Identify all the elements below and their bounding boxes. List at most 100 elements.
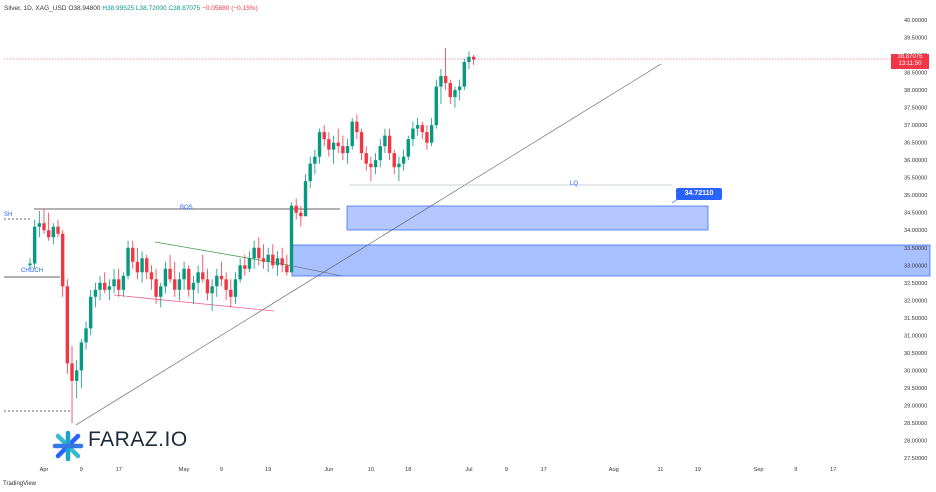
candle — [285, 254, 289, 276]
faraz-logo-icon — [52, 430, 84, 462]
candle — [434, 79, 438, 129]
candle-body — [453, 90, 457, 98]
x-tick-label: 9 — [80, 467, 83, 473]
candle-body — [252, 247, 256, 259]
candle — [308, 156, 312, 189]
x-tick-label: Aug — [609, 467, 619, 473]
candle — [257, 237, 261, 266]
y-tick-label: 30.00000 — [904, 368, 927, 374]
candle-body — [65, 286, 70, 364]
candle — [350, 118, 354, 150]
candle — [60, 230, 65, 297]
x-tick-label: 11 — [658, 467, 664, 473]
candle-body — [434, 86, 438, 126]
candle-body — [317, 132, 322, 157]
candle — [266, 247, 270, 273]
candle-body — [336, 142, 340, 147]
lower-demand-zone — [291, 244, 931, 277]
candle-body — [103, 282, 107, 290]
candle-body — [233, 279, 238, 297]
candle — [168, 254, 172, 283]
candle-body — [135, 261, 140, 273]
candle-body — [331, 142, 336, 150]
candle-body — [308, 163, 312, 182]
candle-body — [369, 163, 373, 168]
candle — [303, 174, 308, 217]
candle — [429, 118, 434, 147]
candle-body — [154, 279, 158, 297]
candle-body — [448, 83, 452, 98]
x-axis: Apr 9 17 May 9 19 Jun 10 18 Jul 9 17 Aug 11 19 Sep 9 17 — [40, 467, 837, 473]
brand: FARAZ.IO — [54, 428, 188, 452]
candle — [345, 139, 350, 164]
x-tick-label: Jun — [324, 467, 333, 473]
y-tick-label: 33.50000 — [904, 246, 927, 252]
candle — [196, 265, 200, 294]
candle-body — [187, 268, 191, 290]
candle — [411, 121, 415, 147]
candle — [364, 146, 368, 171]
candle-body — [70, 363, 74, 381]
wedge-lower-line — [113, 294, 275, 312]
candle-body — [131, 247, 135, 262]
candle-body — [275, 258, 280, 266]
x-tick-label: 9 — [220, 467, 223, 473]
candle-body — [350, 121, 354, 147]
candle-body — [401, 156, 406, 164]
lq-label: LQ — [570, 181, 579, 187]
candle-body — [229, 289, 233, 297]
candle-body — [210, 286, 214, 294]
candle — [313, 149, 317, 175]
candle — [397, 156, 401, 182]
candle-body — [467, 56, 471, 63]
candle-body — [196, 272, 200, 283]
y-tick-label: 36.50000 — [904, 141, 927, 147]
candle-body — [126, 247, 130, 276]
candle — [215, 268, 219, 297]
zone-price-label: 34.72110 — [676, 188, 722, 200]
y-tick-label: 34.50000 — [904, 211, 927, 217]
symbol-label: Silver, 1D, XAG_USD — [4, 5, 67, 12]
candle-body — [443, 76, 448, 84]
last-price-tag: 38.87075 13:11:50 — [891, 54, 929, 69]
x-tick-label: 9 — [505, 467, 508, 473]
candle-body — [84, 328, 88, 343]
candle — [341, 135, 345, 161]
candle — [420, 121, 424, 140]
candle-body — [140, 258, 144, 273]
candle-body — [159, 286, 163, 297]
candle — [140, 251, 144, 283]
candle-body — [327, 139, 331, 150]
candle — [448, 79, 452, 105]
y-tick-label: 38.00000 — [904, 88, 927, 94]
candle — [112, 268, 116, 294]
candle — [93, 282, 98, 308]
candle — [359, 128, 364, 161]
candle — [70, 345, 74, 423]
candle-body — [397, 163, 401, 168]
candle-body — [257, 247, 261, 259]
drawings-layer — [4, 58, 930, 426]
candle-body — [425, 132, 429, 143]
candle-body — [247, 258, 252, 269]
candle-body — [387, 135, 392, 154]
candle-body — [112, 279, 116, 287]
candle — [243, 254, 247, 276]
last-price-value: 38.87075 — [897, 54, 923, 60]
candle-body — [60, 233, 65, 287]
candle-body — [149, 272, 154, 280]
candle — [369, 156, 373, 182]
candle — [173, 261, 177, 297]
candle — [229, 279, 233, 308]
candle-body — [392, 153, 396, 168]
candle — [210, 279, 214, 311]
candle-body — [341, 146, 345, 154]
y-tick-label: 40.00000 — [904, 18, 927, 24]
candle-body — [42, 223, 46, 231]
candle-body — [359, 132, 364, 154]
candle-body — [420, 125, 424, 133]
candle — [219, 261, 224, 287]
candle — [383, 128, 387, 154]
bos-label: BOS — [180, 205, 193, 211]
